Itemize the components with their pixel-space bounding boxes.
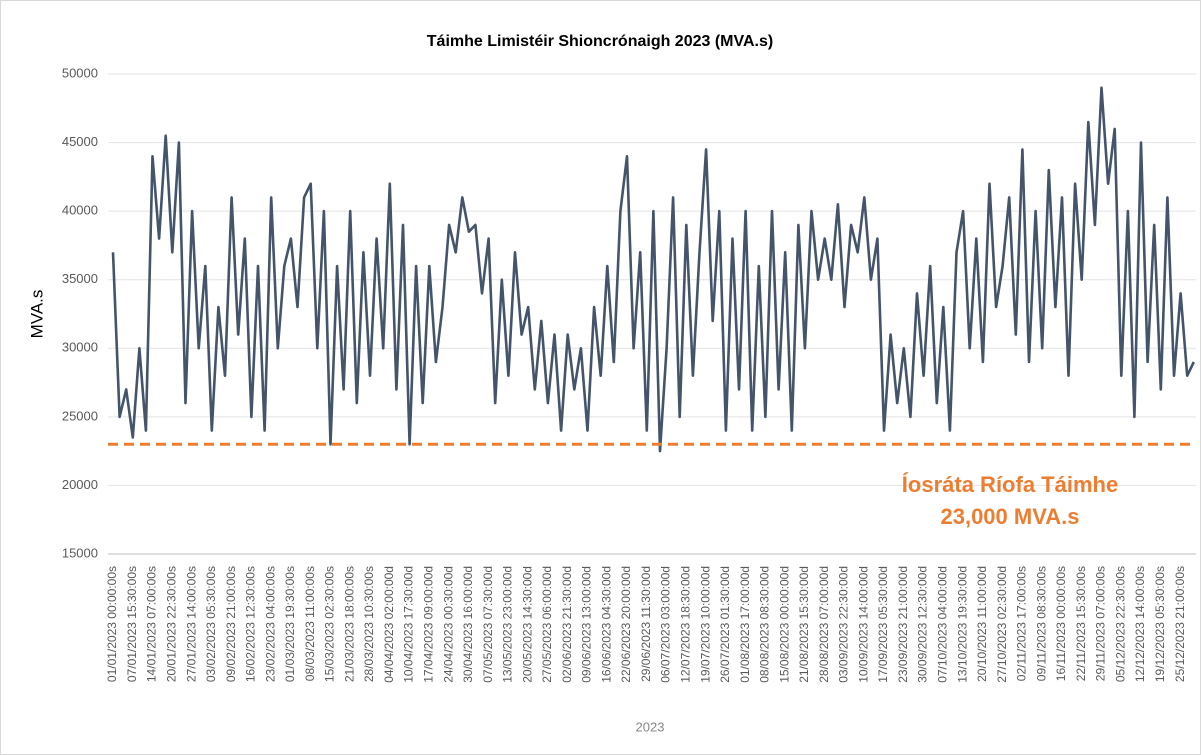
- x-tick-label: 27/01/2023 14:00:00s: [184, 566, 198, 682]
- x-tick-label: 07/10/2023 04:00:00d: [936, 566, 950, 683]
- x-tick-label: 08/03/2023 11:00:00s: [303, 566, 317, 681]
- x-axis-label: 2023: [636, 719, 665, 734]
- y-tick-label: 15000: [62, 545, 98, 560]
- x-tick-label: 13/05/2023 23:00:00d: [501, 566, 515, 683]
- x-tick-label: 12/07/2023 18:30:00d: [679, 566, 693, 683]
- y-tick-label: 20000: [62, 477, 98, 492]
- y-tick-label: 40000: [62, 203, 98, 218]
- chart-title: Táimhe Limistéir Shioncrónaigh 2023 (MVA…: [427, 33, 773, 50]
- x-tick-label: 07/01/2023 15:30:00s: [125, 566, 139, 682]
- x-tick-label: 08/08/2023 08:30:00d: [758, 566, 772, 683]
- x-tick-label: 20/01/2023 22:30:00s: [164, 566, 178, 682]
- x-tick-label: 17/09/2023 05:30:00d: [876, 566, 890, 683]
- x-tick-label: 22/11/2023 15:30:00s: [1074, 566, 1088, 681]
- x-tick-label: 19/07/2023 10:00:00d: [698, 566, 712, 683]
- x-tick-label: 01/03/2023 19:30:00s: [283, 566, 297, 682]
- x-tick-label: 30/04/2023 16:00:00d: [461, 566, 475, 683]
- y-tick-label: 30000: [62, 340, 98, 355]
- x-tick-label: 27/05/2023 06:00:00d: [540, 566, 554, 683]
- x-tick-label: 20/10/2023 11:00:00d: [975, 566, 989, 682]
- x-tick-label: 28/03/2023 10:30:00s: [362, 566, 376, 682]
- x-tick-label: 29/11/2023 07:00:00s: [1094, 566, 1108, 681]
- x-tick-label: 06/07/2023 03:00:00d: [659, 566, 673, 683]
- x-tick-label: 01/08/2023 17:00:00d: [738, 566, 752, 683]
- y-tick-label: 45000: [62, 134, 98, 149]
- x-tick-label: 22/06/2023 20:00:00d: [619, 566, 633, 683]
- y-axis-label: MVA.s: [27, 290, 46, 339]
- x-tick-label: 01/01/2023 00:00:00s: [105, 566, 119, 682]
- x-tick-label: 04/04/2023 02:00:00d: [382, 566, 396, 683]
- x-tick-label: 03/02/2023 05:30:00s: [204, 566, 218, 682]
- x-tick-label: 09/06/2023 13:00:00d: [580, 566, 594, 683]
- x-tick-label: 16/06/2023 04:30:00d: [599, 566, 613, 683]
- x-tick-label: 05/12/2023 22:30:00s: [1113, 566, 1127, 682]
- x-tick-label: 16/11/2023 00:00:00s: [1054, 566, 1068, 681]
- x-tick-label: 23/02/2023 04:00:00s: [263, 566, 277, 682]
- x-tick-label: 10/04/2023 17:30:00d: [402, 566, 416, 683]
- y-tick-label: 35000: [62, 271, 98, 286]
- x-tick-label: 12/12/2023 14:00:00s: [1133, 566, 1147, 682]
- x-tick-label: 30/09/2023 12:30:00d: [916, 566, 930, 683]
- data-line: [111, 86, 1195, 453]
- x-tick-label: 21/08/2023 15:30:00d: [797, 566, 811, 683]
- x-tick-label: 14/01/2023 07:00:00s: [145, 566, 159, 682]
- x-tick-label: 03/09/2023 22:30:00d: [837, 566, 851, 683]
- x-tick-label: 10/09/2023 14:00:00d: [856, 566, 870, 683]
- y-tick-label: 25000: [62, 408, 98, 423]
- x-tick-label: 09/11/2023 08:30:00s: [1034, 566, 1048, 681]
- x-tick-label: 27/10/2023 02:30:00d: [995, 566, 1009, 683]
- threshold-label: Íosráta Ríofa Táimhe: [902, 472, 1118, 497]
- x-tick-label: 26/07/2023 01:30:00d: [718, 566, 732, 683]
- x-tick-label: 29/06/2023 11:30:00d: [639, 566, 653, 682]
- threshold-label: 23,000 MVA.s: [940, 504, 1079, 529]
- x-tick-label: 02/06/2023 21:30:00d: [560, 566, 574, 683]
- x-tick-label: 25/12/2023 21:00:00s: [1173, 566, 1187, 682]
- x-tick-label: 20/05/2023 14:30:00d: [520, 566, 534, 683]
- x-tick-label: 19/12/2023 05:30:00s: [1153, 566, 1167, 682]
- x-tick-label: 23/09/2023 21:00:00d: [896, 566, 910, 683]
- x-tick-label: 21/03/2023 18:00:00s: [342, 566, 356, 682]
- x-tick-label: 16/02/2023 12:30:00s: [244, 566, 258, 682]
- x-tick-label: 28/08/2023 07:00:00d: [817, 566, 831, 683]
- x-tick-label: 15/03/2023 02:30:00s: [323, 566, 337, 682]
- x-tick-label: 24/04/2023 00:30:00d: [441, 566, 455, 683]
- x-tick-label: 13/10/2023 19:30:00d: [955, 566, 969, 683]
- x-tick-label: 15/08/2023 00:00:00d: [777, 566, 791, 683]
- x-tick-label: 09/02/2023 21:00:00s: [224, 566, 238, 682]
- x-tick-label: 17/04/2023 09:00:00d: [421, 566, 435, 683]
- y-tick-label: 50000: [62, 65, 98, 80]
- x-tick-label: 02/11/2023 17:00:00s: [1015, 566, 1029, 681]
- x-tick-label: 07/05/2023 07:30:00d: [481, 566, 495, 683]
